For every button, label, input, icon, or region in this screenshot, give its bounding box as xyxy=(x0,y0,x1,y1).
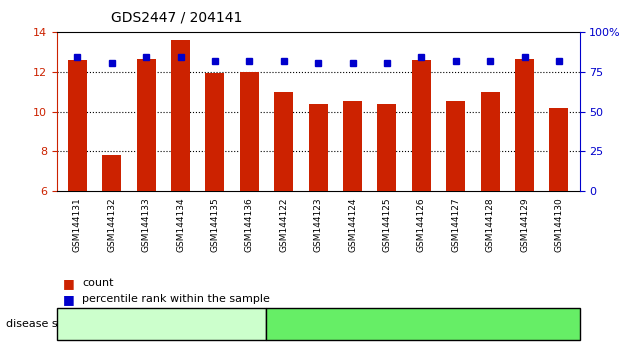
Bar xyxy=(171,40,190,191)
Text: disease state: disease state xyxy=(6,319,81,329)
Bar xyxy=(481,92,500,191)
Bar xyxy=(412,60,431,191)
Bar xyxy=(205,73,224,191)
Bar xyxy=(68,60,87,191)
Bar xyxy=(515,59,534,191)
Text: control: control xyxy=(403,319,442,329)
Bar xyxy=(240,72,259,191)
Text: GDS2447 / 204141: GDS2447 / 204141 xyxy=(111,11,242,25)
Bar xyxy=(274,92,293,191)
Bar xyxy=(343,101,362,191)
Text: ■: ■ xyxy=(63,277,75,290)
Text: nicotine dependence: nicotine dependence xyxy=(103,319,220,329)
Bar xyxy=(446,101,465,191)
Text: count: count xyxy=(82,278,113,288)
Bar xyxy=(377,104,396,191)
Bar xyxy=(309,104,328,191)
Bar xyxy=(102,155,121,191)
Text: ■: ■ xyxy=(63,293,75,306)
Text: percentile rank within the sample: percentile rank within the sample xyxy=(82,294,270,304)
Bar xyxy=(549,108,568,191)
Bar xyxy=(137,59,156,191)
